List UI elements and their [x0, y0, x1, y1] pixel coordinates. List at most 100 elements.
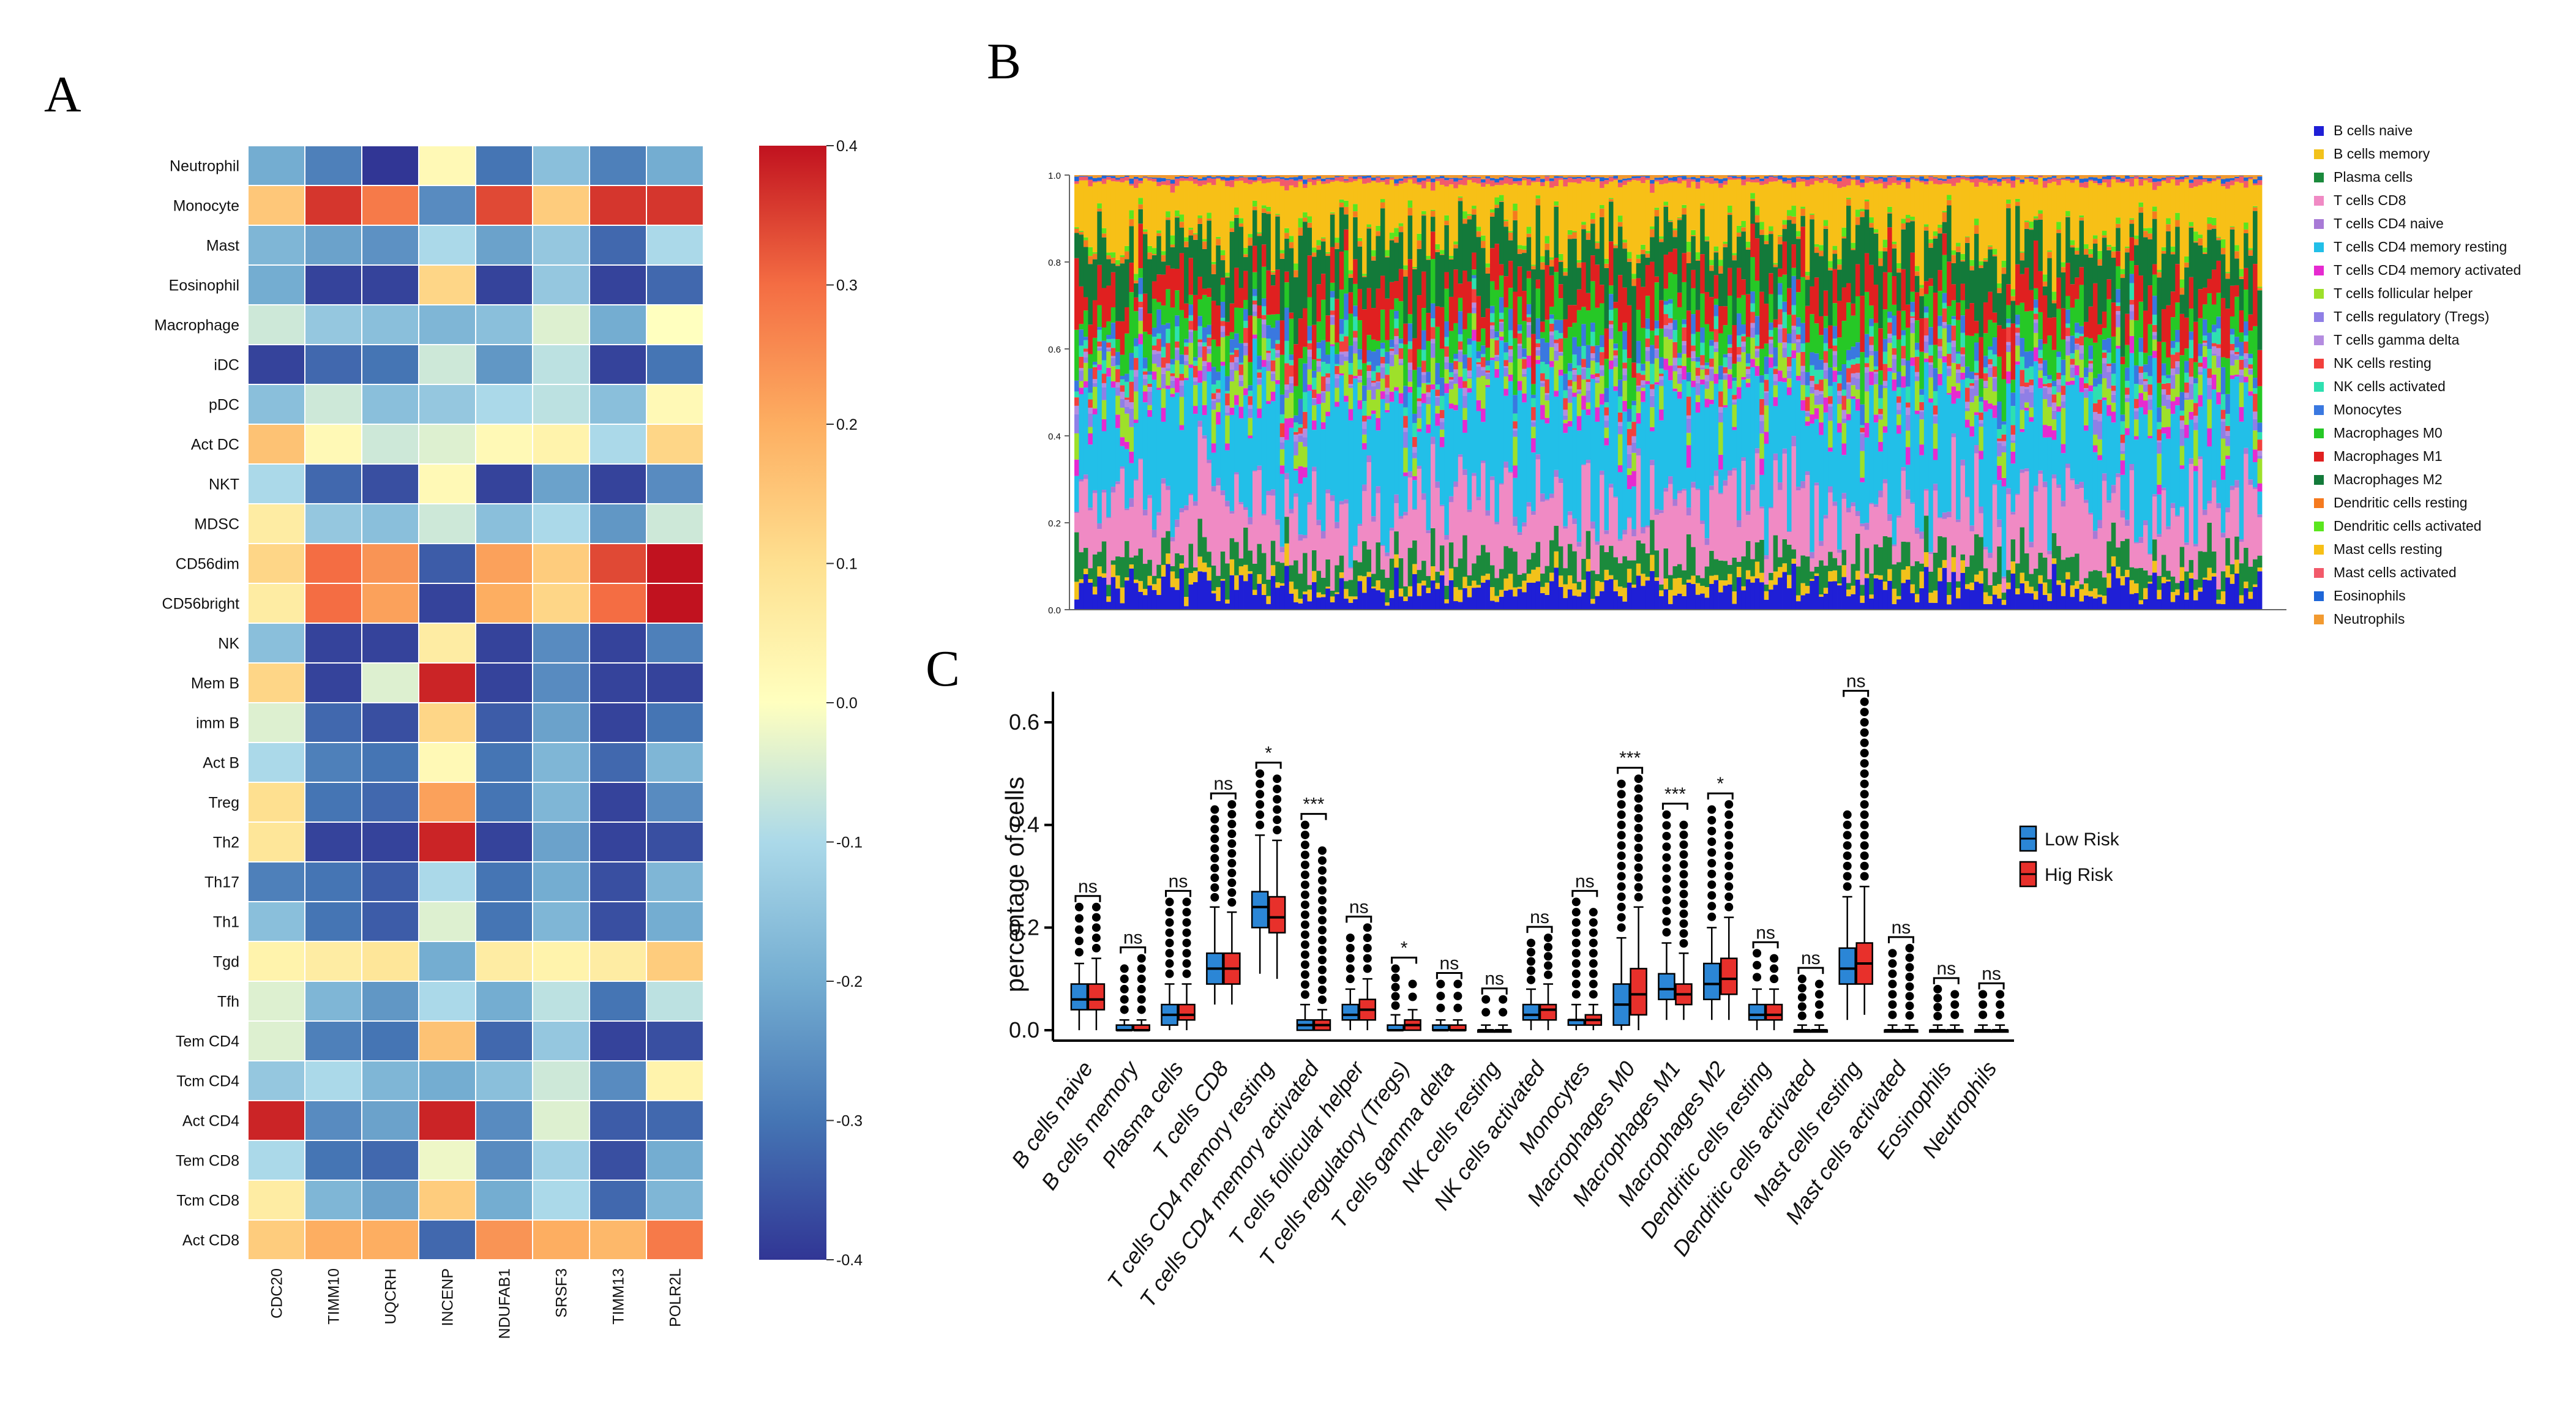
- stacked-segment: [1535, 288, 1541, 318]
- stacked-segment: [1810, 578, 1815, 581]
- stacked-segment: [1855, 185, 1860, 210]
- stacked-segment: [2038, 339, 2043, 350]
- stacked-segment: [1156, 333, 1162, 339]
- stacked-segment: [1412, 422, 1418, 437]
- stacked-segment: [1586, 409, 1591, 416]
- stacked-segment: [1873, 384, 1879, 415]
- stacked-segment: [1910, 252, 1915, 292]
- stacked-segment: [1517, 535, 1522, 575]
- stacked-segment: [1819, 250, 1824, 256]
- stacked-segment: [1462, 176, 1468, 178]
- stacked-segment: [1540, 586, 1545, 593]
- stacked-segment: [1654, 216, 1660, 277]
- stacked-segment: [1691, 482, 1696, 488]
- stacked-segment: [1787, 178, 1792, 181]
- stacked-segment: [1654, 509, 1660, 515]
- stacked-segment: [1997, 178, 2002, 182]
- stacked-segment: [1462, 223, 1468, 271]
- stacked-segment: [1092, 383, 1098, 387]
- stacked-segment: [1325, 354, 1331, 364]
- stacked-segment: [1202, 294, 1207, 327]
- stacked-segment: [1709, 404, 1715, 486]
- stacked-segment: [1307, 601, 1312, 610]
- stacked-segment: [1238, 502, 1244, 504]
- stacked-segment: [1134, 583, 1139, 610]
- stacked-segment: [1202, 249, 1207, 289]
- heatmap-cell: [304, 782, 362, 823]
- stacked-segment: [1485, 178, 1491, 184]
- stacked-segment: [1636, 373, 1641, 386]
- stacked-segment: [1184, 380, 1189, 506]
- stacked-segment: [1453, 410, 1459, 482]
- heatmap-cell: [646, 145, 704, 186]
- stacked-segment: [2029, 351, 2034, 367]
- stacked-segment: [1892, 248, 1897, 277]
- stacked-segment: [1572, 232, 1578, 239]
- stacked-segment: [1869, 598, 1874, 610]
- stacked-segment: [1650, 261, 1655, 331]
- stacked-segment: [1604, 421, 1609, 428]
- stacked-segment: [1558, 320, 1563, 334]
- heatmap-cell: [475, 463, 533, 504]
- stacked-segment: [1417, 240, 1422, 249]
- stacked-segment: [1138, 268, 1144, 278]
- stacked-segment: [1481, 354, 1486, 357]
- stacked-segment: [2010, 296, 2016, 301]
- stacked-segment: [1855, 225, 1860, 264]
- stacked-segment: [1320, 391, 1326, 393]
- heatmap-cell: [418, 1140, 476, 1181]
- stacked-segment: [1531, 427, 1537, 439]
- stacked-segment: [1563, 415, 1568, 420]
- stacked-segment: [1284, 543, 1290, 566]
- stacked-segment: [1709, 271, 1715, 297]
- stacked-segment: [1225, 321, 1230, 336]
- stacked-segment: [1513, 220, 1518, 292]
- stacked-segment: [1097, 346, 1103, 348]
- stacked-segment: [1380, 202, 1385, 209]
- stacked-segment: [2042, 387, 2048, 400]
- stacked-segment: [1197, 427, 1203, 519]
- stacked-segment: [1736, 313, 1742, 336]
- stacked-segment: [1252, 272, 1257, 289]
- stacked-segment: [1718, 306, 1723, 334]
- stacked-segment: [2010, 539, 2016, 562]
- stacked-segment: [1120, 178, 1125, 182]
- stacked-segment: [1220, 490, 1226, 496]
- stacked-segment: [1467, 586, 1472, 597]
- stacked-segment: [1279, 465, 1285, 474]
- stacked-segment: [1713, 178, 1719, 181]
- stacked-segment: [1819, 380, 1824, 391]
- stacked-segment: [1645, 318, 1650, 329]
- stacked-segment: [1188, 176, 1194, 177]
- stacked-segment: [1631, 585, 1637, 588]
- stacked-segment: [1426, 313, 1431, 341]
- stacked-segment: [1933, 178, 1938, 184]
- stacked-segment: [1832, 355, 1838, 367]
- stacked-segment: [1494, 356, 1500, 362]
- stacked-segment: [2010, 425, 2016, 435]
- stacked-segment: [1700, 367, 1705, 370]
- stacked-segment: [1723, 580, 1728, 586]
- stacked-segment: [1828, 270, 1833, 326]
- stacked-segment: [1923, 335, 1929, 342]
- stacked-segment: [1312, 359, 1317, 371]
- stacked-segment: [1535, 318, 1541, 340]
- stacked-segment: [1992, 337, 1998, 355]
- stacked-segment: [1914, 602, 1920, 610]
- stacked-segment: [1494, 522, 1500, 525]
- stacked-segment: [1910, 566, 1915, 585]
- stacked-segment: [1371, 383, 1376, 387]
- stacked-segment: [1494, 524, 1500, 578]
- stacked-segment: [1709, 583, 1715, 610]
- stacked-segment: [1097, 264, 1103, 305]
- stacked-segment: [1540, 405, 1545, 420]
- stacked-segment: [1535, 198, 1541, 206]
- stacked-segment: [1759, 178, 1765, 181]
- heatmap-cell: [361, 384, 419, 425]
- stacked-segment: [1138, 301, 1144, 308]
- stacked-segment: [1458, 350, 1463, 351]
- stacked-segment: [1938, 517, 1943, 518]
- stacked-segment: [1513, 430, 1518, 437]
- stacked-segment: [1257, 465, 1262, 471]
- stacked-segment: [2033, 332, 2039, 348]
